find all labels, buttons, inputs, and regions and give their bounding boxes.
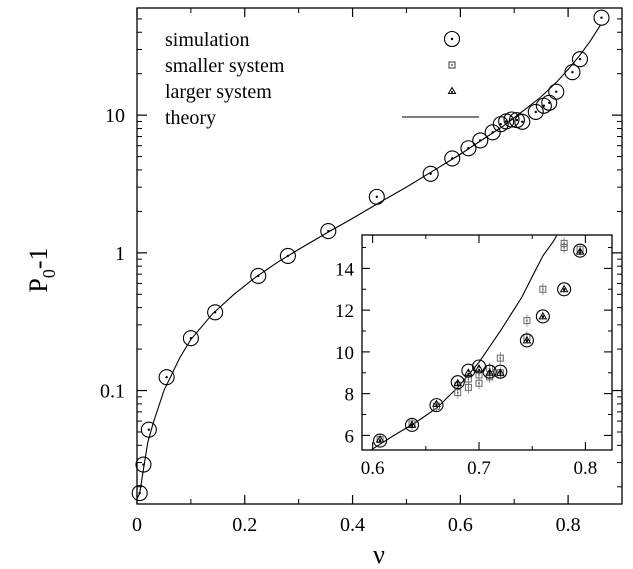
simulation-point	[564, 64, 581, 81]
simulation-point	[422, 165, 439, 182]
simulation-point	[207, 304, 224, 321]
y-axis-label: P0-1	[24, 247, 59, 292]
inset-y-tick-label: 10	[335, 343, 354, 364]
legend-marker-circle	[443, 30, 461, 48]
simulation-point	[548, 83, 565, 100]
simulation-point	[593, 9, 610, 26]
simulation-point	[472, 132, 489, 149]
larger-system-point	[559, 284, 569, 293]
inset-x-tick-label: 0.6	[361, 458, 385, 479]
x-tick-label: 0	[132, 514, 142, 536]
simulation-point	[368, 188, 385, 205]
simulation-point	[279, 247, 296, 264]
inset-data	[370, 235, 588, 450]
larger-system-point	[522, 335, 532, 344]
main-data-points	[131, 9, 610, 502]
larger-system-point	[538, 311, 548, 320]
simulation-point	[503, 111, 520, 128]
smaller-system-point	[560, 239, 568, 247]
simulation-point	[484, 124, 501, 141]
smaller-system-point	[464, 375, 472, 383]
simulation-point	[250, 267, 267, 284]
smaller-system-point	[523, 317, 531, 325]
larger-system-point	[464, 368, 473, 376]
legend-label: theory	[165, 107, 216, 129]
legend-label: larger system	[165, 81, 272, 103]
legend: simulation smaller system larger system the…	[165, 29, 479, 129]
simulation-point	[541, 94, 558, 111]
simulation-point	[320, 222, 337, 240]
y-axis-label-tail: -1	[24, 247, 53, 269]
larger-system-point	[407, 420, 417, 428]
legend-label: simulation	[165, 29, 249, 51]
smaller-system-point	[475, 371, 483, 379]
inset-theory-line	[370, 235, 558, 450]
simulation-point	[140, 421, 157, 438]
legend-marker-square	[448, 61, 456, 69]
y-tick-label: 10	[105, 105, 125, 127]
x-tick-label: 0.6	[448, 514, 473, 536]
larger-system-point	[453, 378, 463, 387]
y-tick-label: 1	[115, 243, 125, 265]
main-axis-ticks: 0 0.2 0.4 0.6 0.8 0.1 1 10	[100, 8, 623, 536]
inset-y-tick-label: 6	[345, 426, 355, 447]
simulation-point	[135, 456, 152, 473]
simulation-point	[514, 113, 531, 130]
simulation-point	[131, 485, 148, 502]
simulation-point	[444, 150, 461, 167]
inset-y-tick-label: 14	[335, 259, 355, 280]
larger-system-point	[495, 368, 505, 376]
x-axis-label: ν	[373, 540, 385, 569]
axis-labels: νP0-1	[24, 247, 385, 569]
inset-y-tick-label: 8	[345, 385, 355, 406]
simulation-point	[182, 330, 199, 347]
simulation-point	[460, 140, 477, 157]
legend-marker-triangle	[447, 86, 457, 94]
larger-system-point	[575, 247, 585, 255]
inset-y-tick-label: 12	[335, 301, 354, 322]
legend-label: smaller system	[165, 55, 285, 77]
inset-plot: 0.6 0.7 0.8 6 8 10 12 14	[335, 234, 613, 479]
smaller-system-point	[539, 285, 547, 293]
simulation-point	[158, 369, 175, 386]
larger-system-point	[375, 435, 385, 443]
simulation-point	[571, 51, 589, 68]
main-plot-frame	[136, 7, 623, 505]
y-axis-label-main: P	[24, 278, 53, 292]
x-tick-label: 0.8	[556, 514, 581, 536]
simulation-point	[535, 97, 552, 114]
main-plot-border	[136, 7, 623, 505]
inset-x-tick-label: 0.7	[467, 458, 491, 479]
y-axis-label-sub: 0	[39, 269, 59, 278]
larger-system-point	[485, 368, 495, 376]
y-tick-label: 0.1	[100, 381, 125, 403]
larger-system-point	[474, 364, 484, 372]
inset-border	[361, 234, 613, 451]
x-tick-label: 0.2	[232, 514, 257, 536]
smaller-system-point	[496, 354, 504, 362]
larger-system-point	[432, 399, 441, 408]
x-tick-label: 0.4	[340, 514, 365, 536]
simulation-point	[527, 103, 544, 120]
inset-x-tick-label: 0.8	[574, 458, 598, 479]
